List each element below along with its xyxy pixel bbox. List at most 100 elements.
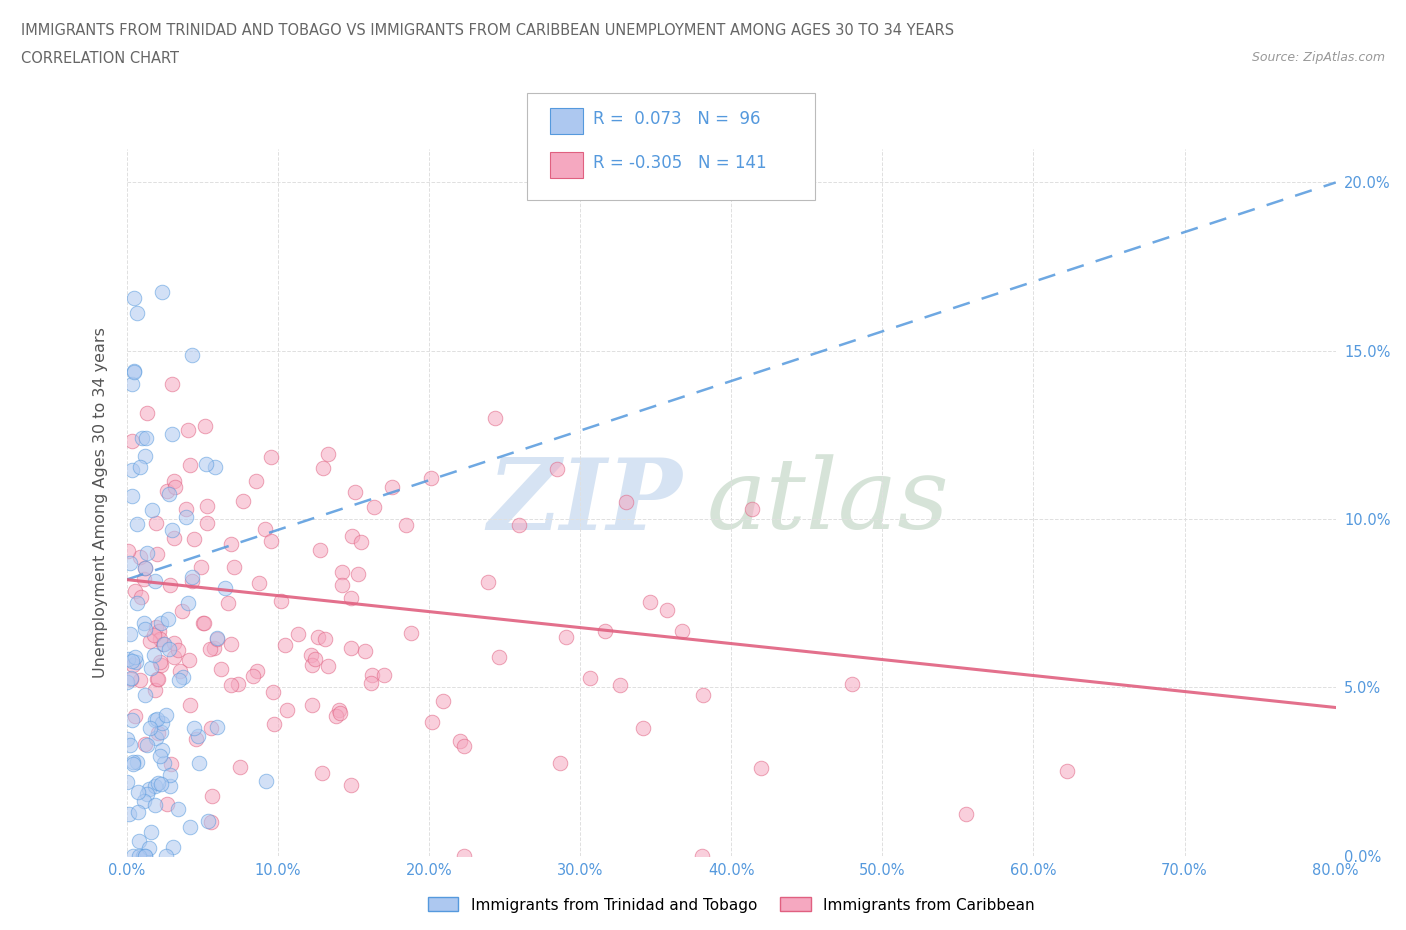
Point <box>122 757 145 772</box>
Point <box>143 778 166 793</box>
Point <box>202 641 225 656</box>
Point <box>160 426 183 441</box>
Point <box>150 716 173 731</box>
Y-axis label: Unemployment Among Ages 30 to 34 years: Unemployment Among Ages 30 to 34 years <box>93 326 108 678</box>
Point <box>179 458 201 472</box>
Point <box>186 732 208 747</box>
Point <box>259 450 281 465</box>
Point <box>138 781 160 796</box>
Point <box>200 642 222 657</box>
Point <box>134 571 156 586</box>
Point <box>360 676 382 691</box>
Point <box>125 595 148 610</box>
Point <box>245 474 267 489</box>
Point <box>314 631 336 646</box>
Point <box>132 616 155 631</box>
Point <box>155 848 177 863</box>
Point <box>124 650 146 665</box>
Point <box>546 461 568 476</box>
Point <box>318 447 340 462</box>
Point <box>432 693 454 708</box>
Point <box>148 775 170 790</box>
Point <box>176 422 198 437</box>
Point <box>129 590 152 604</box>
Point <box>328 703 350 718</box>
Point <box>145 619 167 634</box>
Point <box>318 658 340 673</box>
Point <box>136 405 159 420</box>
Point <box>174 510 197 525</box>
Point <box>145 547 167 562</box>
Point <box>134 848 156 863</box>
Point <box>181 348 204 363</box>
Point <box>221 677 243 692</box>
Point <box>309 542 332 557</box>
Point <box>179 698 201 712</box>
Point <box>399 626 422 641</box>
Point <box>749 761 772 776</box>
Point <box>143 683 166 698</box>
Point <box>312 460 335 475</box>
Point <box>142 647 165 662</box>
Point <box>1056 764 1078 778</box>
Point <box>254 522 277 537</box>
Point <box>135 787 157 802</box>
Point <box>262 684 284 699</box>
Point <box>163 480 186 495</box>
Point <box>301 658 323 672</box>
Point <box>141 502 163 517</box>
Point <box>363 499 385 514</box>
Point <box>134 848 156 863</box>
Point <box>153 636 176 651</box>
Point <box>330 565 353 579</box>
Point <box>207 631 229 645</box>
Point <box>148 725 170 740</box>
Point <box>131 431 153 445</box>
Point <box>179 653 201 668</box>
Point <box>548 756 571 771</box>
Point <box>127 755 149 770</box>
Point <box>508 517 530 532</box>
Point <box>187 755 209 770</box>
Point <box>156 612 179 627</box>
Point <box>121 376 143 391</box>
Point <box>136 737 159 752</box>
Point <box>190 559 212 574</box>
Point <box>121 848 143 863</box>
Point <box>134 561 156 576</box>
Point <box>117 652 139 667</box>
Point <box>141 825 163 840</box>
Point <box>138 841 160 856</box>
Point <box>477 575 499 590</box>
Point <box>121 433 143 448</box>
Point <box>162 839 184 854</box>
Point <box>187 729 209 744</box>
Point <box>121 488 143 503</box>
Point <box>122 365 145 379</box>
Point <box>195 498 218 513</box>
Point <box>157 641 180 656</box>
Point <box>170 604 193 618</box>
Point <box>270 593 292 608</box>
Point <box>655 603 678 618</box>
Point <box>167 801 190 816</box>
Point <box>180 574 202 589</box>
Point <box>640 594 662 609</box>
Point <box>128 833 150 848</box>
Point <box>125 516 148 531</box>
Point <box>124 584 146 599</box>
Text: R =  0.073   N =  96: R = 0.073 N = 96 <box>593 110 761 128</box>
Point <box>160 377 183 392</box>
Point <box>124 364 146 379</box>
Point <box>209 662 232 677</box>
Point <box>194 457 217 472</box>
Point <box>287 626 309 641</box>
Point <box>134 448 156 463</box>
Point <box>134 561 156 576</box>
Point <box>242 669 264 684</box>
Point <box>307 630 329 644</box>
Point <box>354 644 377 658</box>
Point <box>219 636 242 651</box>
Point <box>118 806 141 821</box>
Point <box>276 702 298 717</box>
